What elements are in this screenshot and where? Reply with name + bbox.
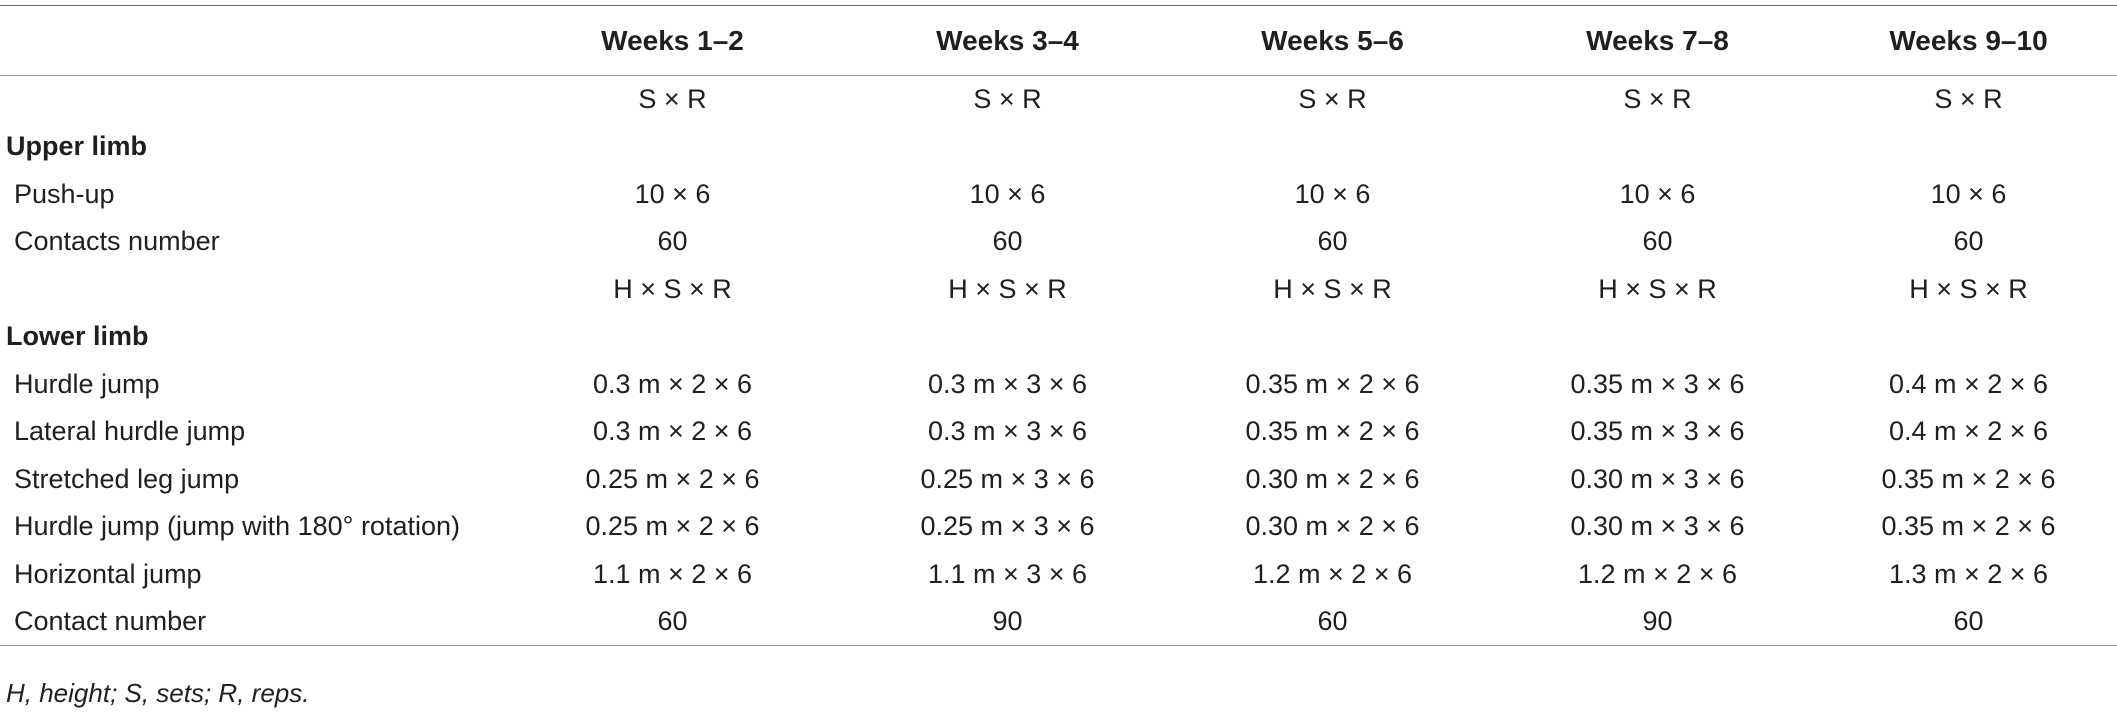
table-row: S × R S × R S × R S × R S × R	[0, 76, 2117, 124]
table-cell: S × R	[973, 84, 1042, 114]
table-cell: H × S × R	[613, 273, 732, 304]
header-cell-week: Weeks 9–10	[1820, 5, 2117, 76]
header-row: Weeks 1–2 Weeks 3–4 Weeks 5–6 Weeks 7–8 Week…	[0, 5, 2117, 76]
table-cell: 0.30 m × 2 × 6	[1245, 463, 1420, 494]
row-label: Contact number	[0, 598, 500, 646]
table-cell: S × R	[638, 84, 707, 114]
row-label	[0, 266, 500, 314]
table-cell: 1.1 m × 3 × 6	[927, 558, 1088, 589]
training-table: Weeks 1–2 Weeks 3–4 Weeks 5–6 Weeks 7–8 Week…	[0, 5, 2117, 646]
row-label: Horizontal jump	[14, 558, 202, 589]
section-row: Lower limb	[0, 313, 2117, 361]
table-cell: 60	[992, 226, 1023, 257]
table-header: Weeks 1–2 Weeks 3–4 Weeks 5–6 Weeks 7–8 Week…	[0, 5, 2117, 76]
table-row: Horizontal jump 1.1 m × 2 × 6 1.1 m × 3 × …	[0, 551, 2117, 599]
table-cell: 0.3 m × 2 × 6	[592, 368, 753, 399]
table-row: Stretched leg jump 0.25 m × 2 × 6 0.25 m ×…	[0, 456, 2117, 504]
table-cell: 10 × 6	[1619, 178, 1696, 209]
section-label: Lower limb	[6, 321, 149, 352]
table-cell: H × S × R	[1909, 273, 2028, 304]
table-cell: 0.25 m × 2 × 6	[585, 511, 760, 542]
table-row: H × S × R H × S × R H × S × R H × S × R H × …	[0, 266, 2117, 314]
table-cell: 1.2 m × 2 × 6	[1577, 558, 1738, 589]
table-cell: 0.3 m × 2 × 6	[592, 416, 753, 447]
table-cell: 0.35 m × 2 × 6	[1881, 511, 2056, 542]
table-cell: 0.25 m × 2 × 6	[585, 463, 760, 494]
header-cell-week: Weeks 5–6	[1170, 5, 1495, 76]
table-cell: 0.30 m × 2 × 6	[1245, 511, 1420, 542]
table-cell: 60	[1953, 226, 1984, 257]
table-cell: 0.30 m × 3 × 6	[1570, 463, 1745, 494]
row-label: Hurdle jump (jump with 180° rotation)	[14, 511, 460, 542]
row-label: Contacts number	[14, 226, 220, 257]
row-label: Stretched leg jump	[14, 463, 240, 494]
table-cell: 60	[1820, 598, 2117, 646]
table-cell: H × S × R	[948, 273, 1067, 304]
row-label: Lateral hurdle jump	[14, 416, 246, 447]
table-footnote: H, height; S, sets; R, reps.	[6, 678, 310, 708]
section-row: Upper limb	[0, 123, 2117, 171]
table-cell: 1.1 m × 2 × 6	[592, 558, 753, 589]
row-label	[0, 76, 500, 124]
section-label: Upper limb	[6, 131, 148, 162]
table-cell: 0.25 m × 3 × 6	[920, 463, 1095, 494]
table-cell: 60	[500, 598, 845, 646]
table-body: S × R S × R S × R S × R S × R Upper limb Push-…	[0, 76, 2117, 646]
table-cell: 10 × 6	[1930, 178, 2007, 209]
table-cell: 10 × 6	[634, 178, 711, 209]
table-cell: 0.4 m × 2 × 6	[1888, 368, 2049, 399]
table-cell: H × S × R	[1598, 273, 1717, 304]
table-cell: 60	[1170, 598, 1495, 646]
header-cell-week: Weeks 7–8	[1495, 5, 1820, 76]
table-cell: 60	[1317, 226, 1348, 257]
table-cell: 0.35 m × 2 × 6	[1881, 463, 2056, 494]
table-cell: 0.35 m × 3 × 6	[1570, 368, 1745, 399]
table-cell: S × R	[1934, 84, 2003, 114]
table-row: Hurdle jump (jump with 180° rotation) 0.2…	[0, 503, 2117, 551]
row-label: Hurdle jump	[14, 368, 160, 399]
table-cell: 60	[1642, 226, 1673, 257]
table-cell: 60	[657, 226, 688, 257]
table-cell: 0.35 m × 2 × 6	[1245, 368, 1420, 399]
table-row: Lateral hurdle jump 0.3 m × 2 × 6 0.3 m × …	[0, 408, 2117, 456]
table-row: Push-up 10 × 6 10 × 6 10 × 6 10 × 6 10 × 6	[0, 171, 2117, 219]
table-row: Contacts number 60 60 60 60 60	[0, 218, 2117, 266]
table-cell: 0.3 m × 3 × 6	[927, 368, 1088, 399]
row-label: Push-up	[14, 178, 115, 209]
table-cell: 0.3 m × 3 × 6	[927, 416, 1088, 447]
table-cell: 10 × 6	[969, 178, 1046, 209]
table-row: Hurdle jump 0.3 m × 2 × 6 0.3 m × 3 × 6 0.3…	[0, 361, 2117, 409]
table-cell: 0.35 m × 3 × 6	[1570, 416, 1745, 447]
table-cell: 1.2 m × 2 × 6	[1252, 558, 1413, 589]
table-cell: 1.3 m × 2 × 6	[1888, 558, 2049, 589]
header-cell-blank	[0, 5, 500, 76]
table-cell: 10 × 6	[1294, 178, 1371, 209]
table-cell: 90	[1495, 598, 1820, 646]
table-cell: S × R	[1623, 84, 1692, 114]
header-cell-week: Weeks 1–2	[500, 5, 845, 76]
table-cell: 0.30 m × 3 × 6	[1570, 511, 1745, 542]
table-cell: S × R	[1298, 84, 1367, 114]
table-row: Contact number 60 90 60 90 60	[0, 598, 2117, 646]
table-cell: H × S × R	[1273, 273, 1392, 304]
table-cell: 0.25 m × 3 × 6	[920, 511, 1095, 542]
header-cell-week: Weeks 3–4	[845, 5, 1170, 76]
table-cell: 0.35 m × 2 × 6	[1245, 416, 1420, 447]
table-cell: 90	[845, 598, 1170, 646]
table-cell: 0.4 m × 2 × 6	[1888, 416, 2049, 447]
